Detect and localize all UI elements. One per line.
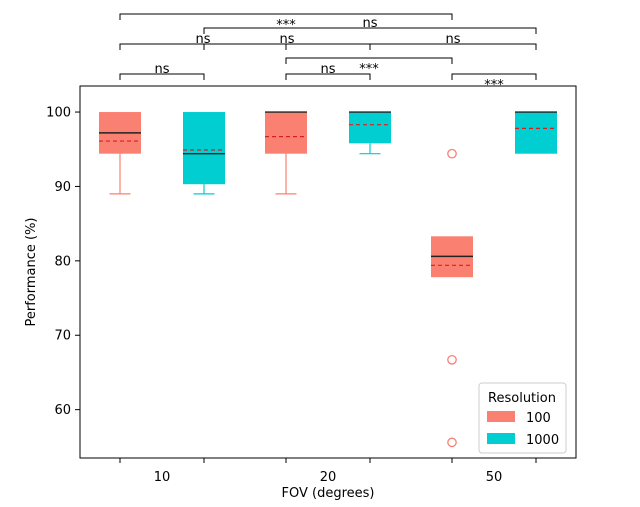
box-1000-20-body <box>349 112 391 144</box>
legend-label-1000: 1000 <box>526 433 559 448</box>
plot-frame <box>79 85 577 459</box>
sig-bracket-10-1000-vs-20-1000-label: ns <box>279 32 294 47</box>
y-axis-label: Performance (%) <box>24 217 39 326</box>
sig-bracket-10-100-vs-50-100-line <box>119 13 453 20</box>
sig-bracket-10-100-vs-20-100-line <box>119 43 287 50</box>
x-axis-label: FOV (degrees) <box>282 486 375 501</box>
x-tick-label-50: 50 <box>486 470 503 485</box>
legend: Resolution 100 1000 <box>478 382 567 454</box>
box-100-50 <box>431 148 473 448</box>
box-series <box>99 111 557 448</box>
sig-bracket-20-100-vs-50-100-line <box>285 57 453 64</box>
y-tick-label-70: 70 <box>54 329 71 344</box>
sig-bracket-10-1000-vs-50-1000-line <box>203 27 537 34</box>
box-1000-10 <box>183 112 225 195</box>
sig-bracket-20-100-vs-20-1000-line <box>285 73 371 80</box>
y-tick-label-60: 60 <box>54 403 71 418</box>
legend-title: Resolution <box>488 391 556 406</box>
legend-swatch-1000 <box>487 433 515 444</box>
box-100-10 <box>99 112 141 195</box>
box-1000-20 <box>349 111 391 155</box>
sig-bracket-10-1000-vs-50-1000: ns <box>203 16 537 34</box>
sig-bracket-10-100-vs-10-1000-line <box>119 73 205 80</box>
sig-bracket-10-1000-vs-20-1000: ns <box>203 32 371 50</box>
x-tick-label-10: 10 <box>154 470 171 485</box>
axes: 60 70 80 90 100 10 20 50 <box>46 106 537 485</box>
sig-bracket-50-100-vs-50-1000-line <box>451 73 537 80</box>
box-1000-50-body <box>515 112 557 154</box>
sig-bracket-50-100-vs-50-1000: *** <box>451 73 537 93</box>
sig-bracket-10-100-vs-50-100-label: *** <box>276 18 296 33</box>
box-1000-10-body <box>183 112 225 185</box>
sig-bracket-10-100-vs-20-100: ns <box>119 32 287 50</box>
sig-bracket-20-1000-vs-50-1000-line <box>369 43 537 50</box>
x-tick-label-20: 20 <box>320 470 337 485</box>
sig-bracket-10-100-vs-10-1000-label: ns <box>154 62 169 77</box>
sig-bracket-10-1000-vs-50-1000-label: ns <box>362 16 377 31</box>
sig-bracket-20-100-vs-20-1000: ns <box>285 62 371 80</box>
y-tick-label-80: 80 <box>54 254 71 269</box>
y-tick-label-100: 100 <box>46 106 71 121</box>
sig-bracket-10-100-vs-50-100: *** <box>119 13 453 33</box>
sig-bracket-20-1000-vs-50-1000-label: ns <box>445 32 460 47</box>
sig-bracket-20-1000-vs-50-1000: ns <box>369 32 537 50</box>
sig-bracket-10-100-vs-20-100-label: ns <box>195 32 210 47</box>
box-100-50-outlier-1 <box>447 354 457 365</box>
sig-bracket-20-100-vs-20-1000-label: ns <box>320 62 335 77</box>
legend-label-100: 100 <box>526 411 551 426</box>
box-100-20-body <box>265 112 307 154</box>
y-tick-label-90: 90 <box>54 180 71 195</box>
box-1000-50 <box>515 111 557 154</box>
sig-bracket-10-100-vs-10-1000: ns <box>119 62 205 80</box>
legend-swatch-100 <box>487 411 515 422</box>
sig-bracket-20-100-vs-50-100: *** <box>285 57 453 77</box>
box-100-20 <box>265 111 307 195</box>
sig-bracket-20-100-vs-50-100-label: *** <box>359 62 379 77</box>
box-100-50-outlier-2 <box>447 437 457 448</box>
box-100-50-outlier-0 <box>447 148 457 159</box>
